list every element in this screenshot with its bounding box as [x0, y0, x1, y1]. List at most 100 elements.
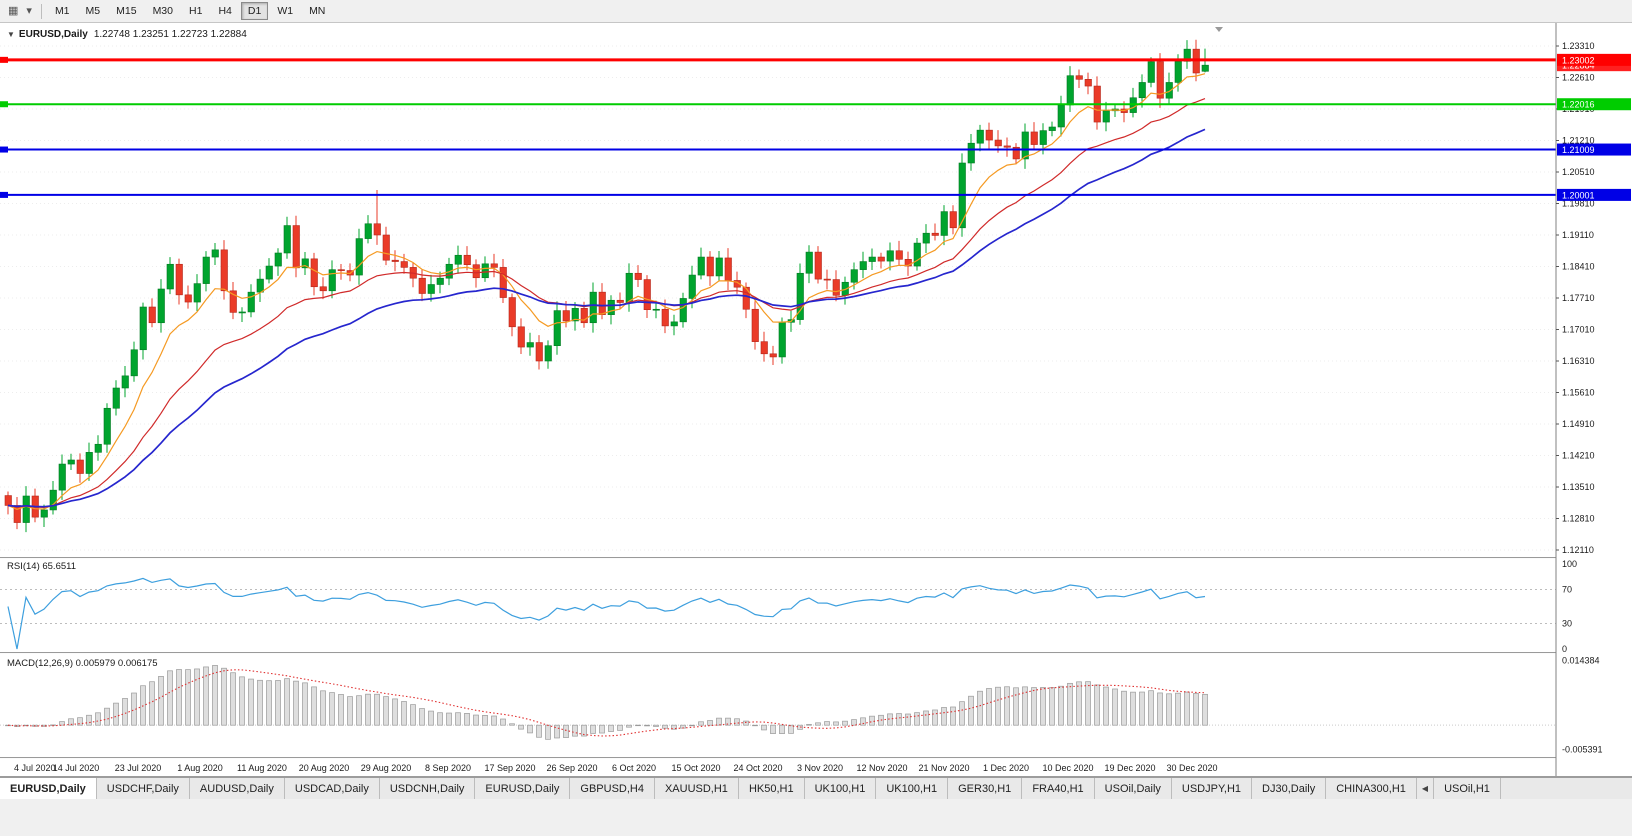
- svg-text:1.20510: 1.20510: [1562, 167, 1595, 177]
- chart-title: ▼ EURUSD,Daily 1.22748 1.23251 1.22723 1.2…: [7, 29, 247, 40]
- svg-text:26 Sep 2020: 26 Sep 2020: [546, 763, 597, 773]
- rsi-indicator-label: RSI(14) 65.6511: [7, 561, 77, 572]
- svg-text:1 Aug 2020: 1 Aug 2020: [177, 763, 223, 773]
- chart-collapse-icon[interactable]: ▼: [7, 30, 15, 39]
- timeframe-toolbar: ▦ ▾ M1 M5 M15 M30 H1 H4 D1 W1 MN: [0, 0, 1632, 23]
- ma-slow-line: [7, 128, 1206, 508]
- chart-tab-uk100-h1[interactable]: UK100,H1: [876, 778, 949, 799]
- chart-dropdown-icon[interactable]: ▾: [26, 4, 32, 17]
- chart-tab-gbpusd-h4[interactable]: GBPUSD,H4: [570, 778, 655, 799]
- statusbar-empty-area: [0, 799, 1632, 836]
- timeframe-button-h1[interactable]: H1: [189, 5, 203, 17]
- timeframe-button-m1[interactable]: M1: [54, 5, 70, 17]
- svg-text:1.13510: 1.13510: [1562, 482, 1595, 492]
- svg-text:1.18410: 1.18410: [1562, 262, 1595, 272]
- svg-text:1.14210: 1.14210: [1562, 451, 1595, 461]
- svg-text:11 Aug 2020: 11 Aug 2020: [237, 763, 287, 773]
- svg-text:1.21210: 1.21210: [1562, 136, 1595, 146]
- svg-text:12 Nov 2020: 12 Nov 2020: [856, 763, 907, 773]
- svg-text:1.21009: 1.21009: [1562, 145, 1595, 155]
- svg-text:1.17710: 1.17710: [1562, 293, 1595, 303]
- svg-text:70: 70: [1562, 585, 1572, 595]
- svg-text:1.19110: 1.19110: [1562, 230, 1594, 240]
- chart-tab-ger30-h1[interactable]: GER30,H1: [948, 778, 1023, 799]
- svg-text:1.20001: 1.20001: [1562, 190, 1595, 200]
- timeframe-button-m30[interactable]: M30: [152, 5, 173, 17]
- chart-tab-china300-h1[interactable]: CHINA300,H1: [1326, 778, 1417, 799]
- svg-text:0: 0: [1562, 644, 1567, 654]
- svg-text:1.16310: 1.16310: [1562, 356, 1595, 366]
- macd-pane[interactable]: [0, 665, 1556, 740]
- chart-symbol-label: EURUSD,Daily: [18, 29, 88, 40]
- svg-text:10 Dec 2020: 10 Dec 2020: [1042, 763, 1093, 773]
- svg-text:30: 30: [1562, 619, 1572, 629]
- svg-text:-0.005391: -0.005391: [1562, 744, 1603, 754]
- svg-text:6 Oct 2020: 6 Oct 2020: [612, 763, 656, 773]
- timeframe-button-d1[interactable]: D1: [240, 2, 269, 20]
- macd-indicator-label: MACD(12,26,9) 0.005979 0.006175: [7, 658, 158, 669]
- svg-text:17 Sep 2020: 17 Sep 2020: [484, 763, 535, 773]
- level-price-marker: 1.21009: [1557, 143, 1631, 156]
- timeframe-button-mn[interactable]: MN: [309, 5, 326, 17]
- svg-text:21 Nov 2020: 21 Nov 2020: [918, 763, 969, 773]
- svg-text:15 Oct 2020: 15 Oct 2020: [671, 763, 720, 773]
- chart-tab-usdchf-daily[interactable]: USDCHF,Daily: [96, 778, 190, 799]
- chart-background: [0, 23, 1632, 776]
- level-price-marker: 1.23002: [1557, 53, 1631, 66]
- chart-tab-audusd-daily[interactable]: AUDUSD,Daily: [189, 778, 285, 799]
- svg-text:1.22016: 1.22016: [1562, 100, 1595, 110]
- chart-tab-usdjpy-h1[interactable]: USDJPY,H1: [1171, 778, 1253, 799]
- svg-text:1.15610: 1.15610: [1562, 388, 1595, 398]
- timeframe-button-m5[interactable]: M5: [85, 5, 101, 17]
- svg-text:19 Dec 2020: 19 Dec 2020: [1104, 763, 1155, 773]
- horizontal-level-lines[interactable]: [0, 56, 1556, 198]
- chart-tabs-bar: EURUSD,Daily USDCHF,Daily AUDUSD,Daily USDC…: [0, 777, 1632, 799]
- svg-text:1.22610: 1.22610: [1562, 73, 1595, 83]
- svg-text:1.12810: 1.12810: [1562, 514, 1595, 524]
- rsi-line: [7, 577, 1206, 650]
- svg-text:20 Aug 2020: 20 Aug 2020: [299, 763, 350, 773]
- chart-tab-usdcad-daily[interactable]: USDCAD,Daily: [284, 778, 380, 799]
- rsi-pane[interactable]: [0, 577, 1556, 650]
- tabs-scroll-left-icon[interactable]: ◀: [1416, 778, 1435, 799]
- level-price-marker: 1.22016: [1557, 98, 1631, 111]
- chart-tab-dj30-daily[interactable]: DJ30,Daily: [1252, 778, 1327, 799]
- candles-layer: [4, 39, 1209, 533]
- svg-text:1.12110: 1.12110: [1562, 545, 1594, 555]
- svg-text:100: 100: [1562, 559, 1577, 569]
- chart-tab-eurusd-daily[interactable]: EURUSD,Daily: [475, 778, 571, 799]
- svg-text:1.23310: 1.23310: [1562, 41, 1595, 51]
- chart-tab-usdcnh-daily[interactable]: USDCNH,Daily: [379, 778, 476, 799]
- svg-text:23 Jul 2020: 23 Jul 2020: [115, 763, 162, 773]
- chart-tab-usoil-daily[interactable]: USOil,Daily: [1094, 778, 1172, 799]
- svg-text:8 Sep 2020: 8 Sep 2020: [425, 763, 471, 773]
- svg-text:1.17010: 1.17010: [1562, 325, 1595, 335]
- chart-canvas[interactable]: 1.233101.226101.219101.212101.205101.198…: [0, 23, 1632, 777]
- level-price-marker: 1.20001: [1557, 188, 1631, 201]
- svg-text:0.014384: 0.014384: [1562, 656, 1600, 666]
- svg-text:1 Dec 2020: 1 Dec 2020: [983, 763, 1029, 773]
- timeframe-button-w1[interactable]: W1: [277, 5, 294, 17]
- chart-type-icon[interactable]: ▦: [8, 4, 19, 17]
- chart-shift-marker-icon[interactable]: [1215, 27, 1223, 32]
- chart-tab-eurusd-daily[interactable]: EURUSD,Daily: [0, 778, 97, 799]
- chart-ohlc-values: 1.22748 1.23251 1.22723 1.22884: [93, 29, 247, 40]
- chart-tab-fra40-h1[interactable]: FRA40,H1: [1022, 778, 1095, 799]
- chart-tab-hk50-h1[interactable]: HK50,H1: [738, 778, 805, 799]
- ma-fast-line: [7, 73, 1206, 510]
- timeframe-button-m15[interactable]: M15: [116, 5, 137, 17]
- chart-tab-usoil-h1[interactable]: USOil,H1: [1434, 778, 1501, 799]
- price-gridlines: [0, 45, 1556, 551]
- svg-text:4 Jul 2020: 4 Jul 2020: [14, 763, 56, 773]
- timeframe-button-h4[interactable]: H4: [218, 5, 232, 17]
- macd-signal-line: [7, 669, 1206, 737]
- chart-tab-uk100-h1[interactable]: UK100,H1: [804, 778, 877, 799]
- svg-text:14 Jul 2020: 14 Jul 2020: [53, 763, 100, 773]
- toolbar-separator: [40, 3, 42, 19]
- svg-text:30 Dec 2020: 30 Dec 2020: [1166, 763, 1217, 773]
- svg-text:1.23002: 1.23002: [1562, 55, 1595, 65]
- svg-text:24 Oct 2020: 24 Oct 2020: [733, 763, 782, 773]
- chart-tab-xauusd-h1[interactable]: XAUUSD,H1: [654, 778, 739, 799]
